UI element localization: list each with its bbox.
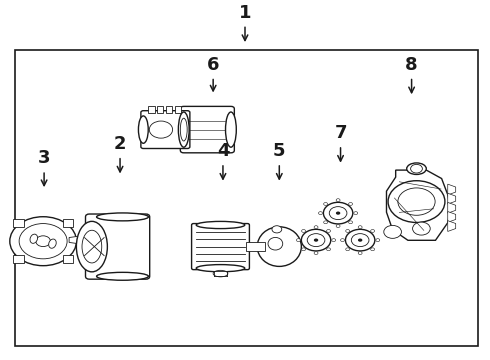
- Circle shape: [332, 239, 336, 242]
- Circle shape: [348, 203, 352, 206]
- Circle shape: [36, 236, 50, 247]
- Circle shape: [370, 230, 374, 233]
- Bar: [15, 50, 478, 346]
- Circle shape: [272, 226, 282, 233]
- Circle shape: [354, 212, 358, 215]
- Circle shape: [301, 229, 331, 251]
- Circle shape: [358, 226, 362, 229]
- Polygon shape: [448, 193, 456, 204]
- Bar: [13, 219, 24, 227]
- Circle shape: [336, 199, 340, 202]
- Ellipse shape: [30, 234, 38, 243]
- Ellipse shape: [257, 227, 301, 266]
- Polygon shape: [387, 170, 451, 240]
- Ellipse shape: [82, 230, 102, 263]
- Circle shape: [326, 248, 330, 251]
- Text: 4: 4: [217, 142, 229, 179]
- FancyBboxPatch shape: [85, 214, 150, 279]
- FancyBboxPatch shape: [141, 111, 190, 148]
- Text: 5: 5: [273, 142, 286, 179]
- FancyBboxPatch shape: [180, 107, 234, 153]
- Text: 2: 2: [114, 135, 126, 172]
- Circle shape: [10, 217, 76, 266]
- Polygon shape: [448, 202, 456, 213]
- Polygon shape: [448, 184, 456, 195]
- Circle shape: [398, 188, 435, 215]
- Circle shape: [351, 234, 369, 247]
- Ellipse shape: [407, 163, 426, 175]
- Circle shape: [326, 230, 330, 233]
- Bar: [157, 106, 164, 113]
- Circle shape: [376, 239, 380, 242]
- Circle shape: [388, 181, 445, 222]
- Circle shape: [358, 239, 362, 242]
- Ellipse shape: [268, 238, 283, 250]
- Text: 6: 6: [207, 56, 220, 91]
- Circle shape: [370, 248, 374, 251]
- Circle shape: [314, 239, 318, 242]
- Ellipse shape: [49, 239, 56, 248]
- Circle shape: [345, 229, 375, 251]
- Polygon shape: [448, 221, 456, 231]
- Bar: [13, 256, 24, 263]
- Ellipse shape: [196, 221, 245, 229]
- Circle shape: [336, 225, 340, 228]
- Ellipse shape: [178, 112, 189, 147]
- Bar: [63, 219, 73, 227]
- Circle shape: [329, 207, 347, 220]
- Circle shape: [358, 252, 362, 255]
- Circle shape: [314, 252, 318, 255]
- Bar: [148, 106, 155, 113]
- Circle shape: [307, 234, 325, 247]
- Circle shape: [346, 230, 350, 233]
- Circle shape: [314, 226, 318, 229]
- Text: 7: 7: [334, 124, 347, 161]
- Circle shape: [302, 230, 306, 233]
- Circle shape: [348, 221, 352, 224]
- Circle shape: [336, 211, 340, 215]
- Circle shape: [323, 202, 353, 224]
- Ellipse shape: [196, 265, 245, 272]
- Circle shape: [384, 225, 401, 238]
- Circle shape: [413, 222, 430, 235]
- Circle shape: [296, 239, 300, 242]
- Circle shape: [346, 248, 350, 251]
- Ellipse shape: [213, 270, 228, 277]
- Circle shape: [302, 248, 306, 251]
- Circle shape: [411, 165, 422, 173]
- Polygon shape: [69, 236, 78, 244]
- Text: 8: 8: [405, 56, 418, 93]
- Bar: [63, 256, 73, 263]
- Ellipse shape: [76, 221, 107, 272]
- Bar: [166, 106, 172, 113]
- Circle shape: [324, 221, 328, 224]
- Polygon shape: [448, 212, 456, 222]
- FancyBboxPatch shape: [192, 224, 249, 270]
- Ellipse shape: [225, 112, 236, 147]
- Text: 1: 1: [239, 4, 251, 41]
- Circle shape: [341, 239, 344, 242]
- Circle shape: [318, 212, 322, 215]
- Ellipse shape: [97, 273, 148, 280]
- Circle shape: [324, 203, 328, 206]
- Bar: [246, 242, 265, 251]
- Ellipse shape: [180, 118, 187, 141]
- Text: 3: 3: [38, 149, 50, 186]
- Ellipse shape: [138, 116, 148, 143]
- Circle shape: [19, 224, 67, 259]
- Ellipse shape: [97, 213, 148, 221]
- Bar: [174, 106, 181, 113]
